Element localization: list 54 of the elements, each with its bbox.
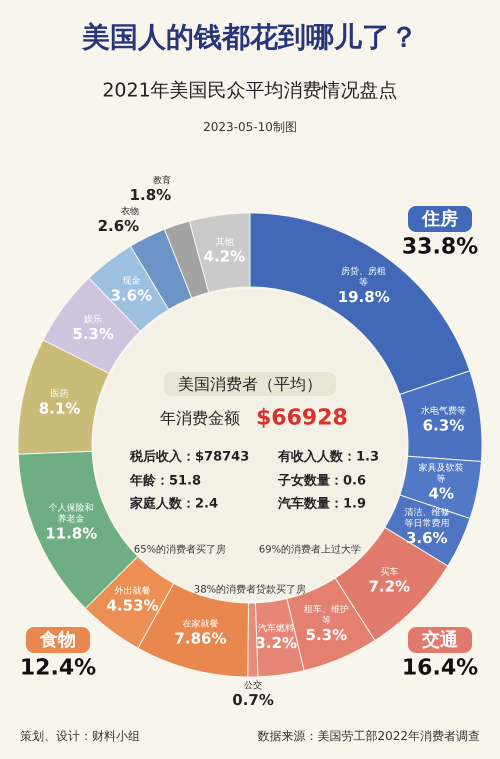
slice-label: 教育 bbox=[153, 174, 172, 186]
data-label: 0.7% bbox=[232, 690, 274, 709]
slice-label: 外出就餐 bbox=[114, 586, 151, 597]
slice-label: 清洁、维修等日常费用 bbox=[404, 506, 450, 529]
text: 33.8% bbox=[402, 234, 478, 260]
text: 交通 bbox=[421, 630, 458, 650]
text: 税后收入：$78743 bbox=[129, 448, 250, 464]
data-label: 5.3% bbox=[306, 626, 348, 644]
data-label: 19.8% bbox=[338, 288, 390, 306]
data-label: 11.8% bbox=[45, 524, 98, 542]
text: 年消费金额 bbox=[160, 408, 240, 428]
source-note: 数据来源：美国劳工部2022年消费者调查 bbox=[257, 729, 480, 743]
slice-label: 衣物 bbox=[121, 206, 140, 217]
chart-subtitle: 2021年美国民众平均消费情况盘点 bbox=[102, 80, 398, 102]
data-label: 1.8% bbox=[130, 186, 172, 204]
text: 65%的消费者买了房 bbox=[134, 544, 226, 556]
data-label: 2.6% bbox=[98, 216, 140, 235]
text: 有收入人数：1.3 bbox=[277, 448, 380, 464]
slice-label: 买车 bbox=[380, 566, 398, 578]
text: 12.4% bbox=[20, 656, 96, 680]
data-label: 7.2% bbox=[368, 578, 410, 596]
text: 住房 bbox=[421, 208, 458, 230]
slice-label: 租车、维护等 bbox=[304, 604, 349, 626]
data-label: 7.86% bbox=[174, 630, 226, 648]
data-label: 3.6% bbox=[110, 286, 152, 304]
data-label: 5.3% bbox=[72, 325, 114, 344]
text: 子女数量：0.6 bbox=[277, 474, 366, 488]
text: 汽车数量：1.9 bbox=[277, 496, 366, 512]
slice-label: 医药 bbox=[50, 388, 68, 400]
slice-label: 个人保险和养老金 bbox=[48, 502, 94, 524]
slice-label: 汽车燃料 bbox=[258, 623, 294, 634]
data-label: 3.6% bbox=[406, 528, 448, 547]
slice-label: 现金 bbox=[122, 275, 140, 286]
data-label: 6.3% bbox=[422, 416, 464, 434]
slice-label: 娱乐 bbox=[84, 314, 102, 326]
text: 美国消费者（平均） bbox=[178, 374, 322, 394]
text: 家庭人数：2.4 bbox=[129, 496, 218, 512]
chart-title: 美国人的钱都花到哪儿了？ bbox=[81, 20, 418, 54]
text: 食物 bbox=[39, 630, 76, 650]
slice-label: 在家就餐 bbox=[182, 618, 218, 630]
slice-label: 公交 bbox=[244, 680, 262, 691]
text: 年龄：51.8 bbox=[129, 474, 202, 488]
data-label: 4% bbox=[428, 484, 454, 503]
text: 38%的消费者贷款买了房 bbox=[194, 584, 306, 596]
slice-label: 家具及软装等 bbox=[418, 462, 464, 485]
data-label: 4.53% bbox=[106, 596, 159, 615]
data-label: 8.1% bbox=[38, 399, 80, 418]
text: 2023-05-10制图 bbox=[203, 120, 297, 134]
slice-label: 水电气费等 bbox=[420, 405, 466, 416]
slice-label: 房贷、房租等 bbox=[341, 266, 386, 288]
text: $66928 bbox=[256, 406, 348, 430]
text: 16.4% bbox=[402, 656, 478, 680]
text: 策划、设计：财料小组 bbox=[20, 729, 140, 743]
text: 69%的消费者上过大学 bbox=[258, 544, 362, 556]
